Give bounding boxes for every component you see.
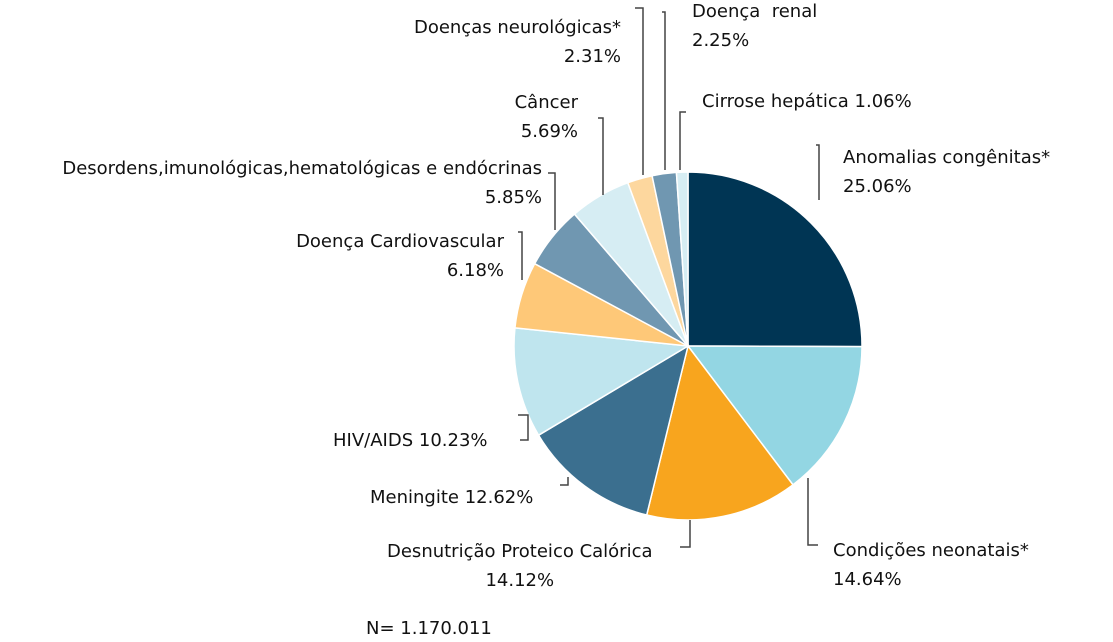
label-cancer: Câncer 5.69% bbox=[514, 92, 578, 142]
label-renal: Doença renal 2.25% bbox=[692, 1, 818, 51]
label-desordens: Desordens,imunológicas,hematológicas e e… bbox=[62, 158, 542, 208]
label-meningite: Meningite 12.62% bbox=[370, 487, 534, 508]
label-condicoes: Condições neonatais* 14.64% bbox=[833, 540, 1029, 590]
leader-meningite bbox=[560, 477, 569, 486]
label-cirrose: Cirrose hepática 1.06% bbox=[702, 91, 912, 112]
leader-hiv bbox=[518, 414, 529, 441]
label-anomalias: Anomalias congênitas* 25.06% bbox=[843, 147, 1051, 197]
leader-cardio bbox=[518, 231, 523, 280]
pie-slice-0 bbox=[687, 171, 863, 348]
leader-anomalias bbox=[816, 144, 820, 200]
leader-cancer bbox=[598, 117, 604, 195]
leader-desnutricao bbox=[680, 520, 691, 548]
label-cardio: Doença Cardiovascular 6.18% bbox=[296, 231, 504, 281]
sample-size-note: N= 1.170.011 bbox=[366, 618, 492, 639]
pie-slice-2 bbox=[645, 344, 794, 521]
leader-desordens bbox=[548, 172, 556, 230]
leader-renal bbox=[662, 11, 666, 170]
leader-neuro bbox=[635, 7, 644, 175]
label-desnutricao: Desnutrição Proteico Calórica 14.12% bbox=[387, 541, 653, 591]
label-neuro: Doenças neurológicas* 2.31% bbox=[413, 17, 621, 67]
leader-lines bbox=[518, 7, 820, 548]
pie-slice-3 bbox=[537, 344, 690, 516]
pie-slice-10 bbox=[675, 171, 689, 347]
leader-condicoes bbox=[807, 478, 818, 546]
pie-slice-4 bbox=[513, 327, 691, 437]
pie-slice-1 bbox=[686, 345, 863, 486]
leader-cirrose bbox=[679, 111, 686, 170]
label-hiv: HIV/AIDS 10.23% bbox=[333, 430, 488, 451]
